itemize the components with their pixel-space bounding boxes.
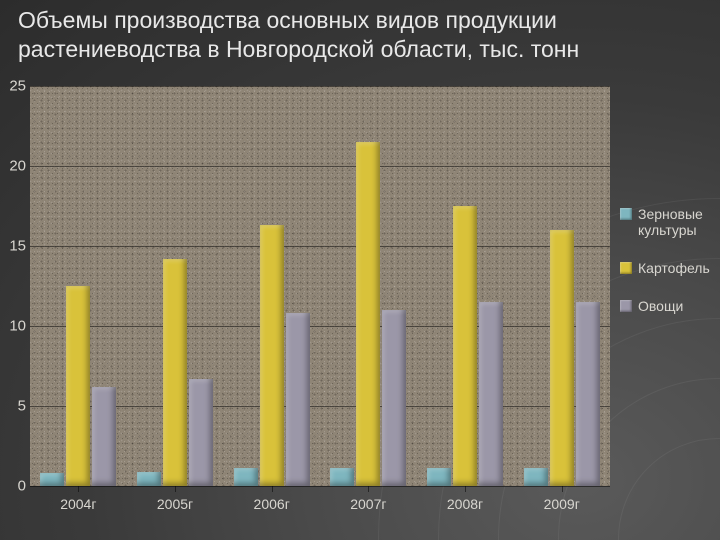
bar	[189, 379, 213, 486]
legend-item: Зерновые культуры	[620, 206, 720, 238]
bar	[427, 468, 451, 486]
bar	[286, 313, 310, 486]
ytick-label: 25	[0, 78, 26, 95]
legend-swatch	[620, 300, 632, 312]
bar-group: 2009г	[513, 86, 610, 486]
legend: Зерновые культуры Картофель Овощи	[620, 206, 720, 336]
bar	[163, 259, 187, 486]
bar	[92, 387, 116, 486]
ytick-label: 20	[0, 158, 26, 175]
legend-item: Картофель	[620, 260, 720, 276]
xtick-mark	[562, 486, 563, 492]
bar	[524, 468, 548, 486]
legend-item: Овощи	[620, 298, 720, 314]
bar	[576, 302, 600, 486]
xtick-label: 2006г	[223, 496, 320, 512]
legend-swatch	[620, 262, 632, 274]
xtick-mark	[465, 486, 466, 492]
ytick-label: 10	[0, 318, 26, 335]
bar	[453, 206, 477, 486]
bars-container: 2004г2005г2006г2007г2008г2009г	[30, 86, 610, 486]
bar-group: 2005г	[127, 86, 224, 486]
legend-swatch	[620, 208, 632, 220]
bar	[40, 473, 64, 486]
bar	[356, 142, 380, 486]
legend-label: Овощи	[638, 298, 683, 314]
legend-label: Зерновые культуры	[638, 206, 720, 238]
bar-group: 2004г	[30, 86, 127, 486]
legend-label: Картофель	[638, 260, 710, 276]
ytick-label: 5	[0, 398, 26, 415]
bar	[382, 310, 406, 486]
xtick-label: 2004г	[30, 496, 127, 512]
xtick-mark	[175, 486, 176, 492]
xtick-label: 2008г	[417, 496, 514, 512]
ytick-label: 15	[0, 238, 26, 255]
chart-title: Объемы производства основных видов проду…	[18, 6, 702, 64]
bar	[234, 468, 258, 486]
bar-group: 2006г	[223, 86, 320, 486]
slide: Объемы производства основных видов проду…	[0, 0, 720, 540]
xtick-label: 2005г	[127, 496, 224, 512]
xtick-label: 2007г	[320, 496, 417, 512]
bar-group: 2007г	[320, 86, 417, 486]
bar-group: 2008г	[417, 86, 514, 486]
bar	[66, 286, 90, 486]
bar	[330, 468, 354, 486]
xtick-mark	[368, 486, 369, 492]
bar	[260, 225, 284, 486]
bar	[550, 230, 574, 486]
xtick-mark	[272, 486, 273, 492]
bar	[479, 302, 503, 486]
xtick-mark	[78, 486, 79, 492]
ytick-label: 0	[0, 478, 26, 495]
xtick-label: 2009г	[513, 496, 610, 512]
bar-chart: 0510152025 2004г2005г2006г2007г2008г2009…	[0, 86, 720, 518]
ytick-line	[30, 486, 610, 487]
bar	[137, 472, 161, 486]
